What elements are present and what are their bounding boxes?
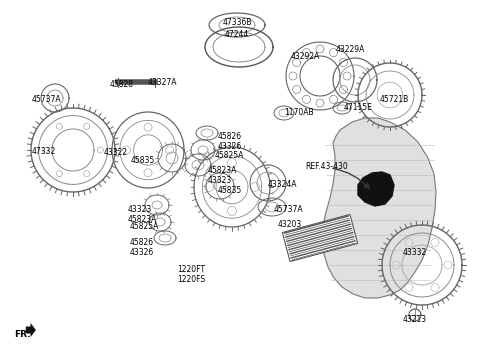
Text: REF.43-430: REF.43-430 <box>305 162 348 171</box>
Text: 47336B: 47336B <box>222 18 252 27</box>
Polygon shape <box>322 118 436 298</box>
Text: 1170AB: 1170AB <box>284 108 313 117</box>
Polygon shape <box>26 323 36 336</box>
Text: 45826
43326: 45826 43326 <box>218 132 242 151</box>
Text: 45835: 45835 <box>131 156 155 165</box>
Text: 45826
43326: 45826 43326 <box>130 238 154 257</box>
Text: 43213: 43213 <box>403 315 427 324</box>
Text: 43292A: 43292A <box>291 52 320 61</box>
Text: 45825A: 45825A <box>130 222 159 231</box>
Text: 45823A
43323: 45823A 43323 <box>208 166 238 185</box>
Text: 45737A: 45737A <box>32 95 61 104</box>
Text: 45721B: 45721B <box>380 95 409 104</box>
Text: 43323
45823A: 43323 45823A <box>128 205 157 224</box>
Text: 45835: 45835 <box>218 186 242 195</box>
Text: 45825A: 45825A <box>215 151 244 160</box>
Text: 43324A: 43324A <box>268 180 298 189</box>
Text: 47332: 47332 <box>32 147 56 156</box>
Text: 43229A: 43229A <box>336 45 365 54</box>
Text: 43322: 43322 <box>104 148 128 157</box>
Text: 43327A: 43327A <box>148 78 178 87</box>
Text: 1220FT
1220FS: 1220FT 1220FS <box>177 265 205 284</box>
Text: 45828: 45828 <box>110 80 134 89</box>
Text: 47115E: 47115E <box>344 103 373 112</box>
Text: FR.: FR. <box>14 330 31 339</box>
Text: 43203: 43203 <box>278 220 302 229</box>
Polygon shape <box>282 214 358 262</box>
Text: 47244: 47244 <box>225 30 249 39</box>
Polygon shape <box>358 172 394 206</box>
Text: 43332: 43332 <box>403 248 427 257</box>
Text: 45737A: 45737A <box>274 205 304 214</box>
